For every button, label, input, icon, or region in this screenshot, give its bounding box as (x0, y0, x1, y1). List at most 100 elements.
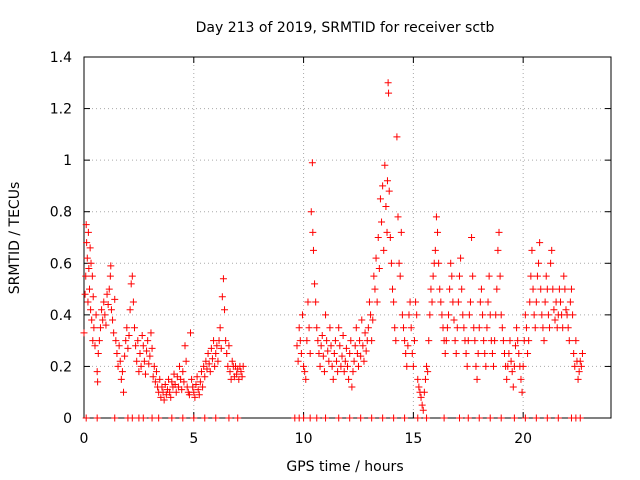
data-point (365, 298, 373, 306)
data-point (149, 373, 157, 381)
y-tick-label: 1.2 (50, 102, 72, 118)
data-point (541, 298, 549, 306)
data-point (160, 396, 168, 404)
data-point (135, 368, 143, 376)
data-point (432, 213, 440, 221)
data-point (510, 414, 518, 422)
data-point (133, 357, 141, 365)
data-point (522, 324, 530, 332)
data-point (300, 362, 308, 370)
data-point (124, 344, 132, 352)
data-point (566, 298, 574, 306)
data-point (525, 337, 533, 345)
data-point (107, 306, 115, 314)
data-point (414, 414, 422, 422)
data-point (103, 290, 111, 298)
data-point (192, 380, 200, 388)
data-point (378, 218, 386, 226)
data-point (114, 362, 122, 370)
data-point (561, 285, 569, 293)
data-point (539, 324, 547, 332)
data-point (576, 414, 584, 422)
data-point (370, 272, 378, 280)
data-point (339, 331, 347, 339)
data-point (390, 414, 398, 422)
data-point (468, 234, 476, 241)
data-point (193, 373, 201, 381)
data-point (80, 329, 88, 337)
data-point (547, 259, 555, 267)
data-point (316, 362, 324, 370)
data-point (85, 285, 93, 293)
x-tick-label: 15 (404, 431, 422, 447)
data-point (87, 259, 95, 267)
data-point (105, 285, 113, 293)
data-point (414, 375, 422, 383)
data-point (474, 350, 482, 358)
data-point (393, 133, 401, 141)
data-point (476, 298, 484, 306)
data-point (300, 414, 308, 422)
data-point (483, 324, 491, 332)
data-point (211, 362, 219, 370)
data-point (464, 337, 472, 345)
data-point (401, 414, 409, 422)
data-point (313, 414, 321, 422)
data-point (396, 272, 404, 280)
data-point (455, 414, 463, 422)
data-point (148, 414, 156, 422)
data-point (89, 293, 97, 301)
data-point (110, 329, 118, 337)
data-point (410, 337, 418, 345)
data-point (389, 285, 397, 293)
data-point (497, 311, 505, 319)
data-point (556, 298, 564, 306)
data-point (415, 383, 423, 391)
data-point (364, 324, 372, 332)
data-point (464, 414, 472, 422)
data-point (93, 368, 101, 376)
data-point (404, 342, 412, 350)
data-point (172, 388, 180, 396)
data-point (344, 362, 351, 370)
data-point (517, 375, 525, 383)
data-point (348, 383, 356, 391)
data-point (311, 280, 319, 288)
data-point (564, 324, 572, 332)
data-point (345, 375, 353, 383)
data-point (379, 414, 387, 422)
data-point (199, 383, 207, 391)
data-point (385, 89, 393, 97)
data-point (136, 350, 144, 358)
data-point (356, 337, 364, 345)
data-point (122, 337, 130, 345)
chart-title: Day 213 of 2019, SRMTID for receiver sct… (196, 20, 495, 36)
data-point (347, 337, 355, 345)
data-point (458, 285, 466, 293)
data-point (572, 337, 580, 345)
data-point (150, 362, 158, 370)
data-point (92, 311, 100, 319)
data-point (99, 316, 107, 324)
data-point (294, 357, 302, 365)
data-point (317, 342, 325, 350)
data-point (421, 375, 429, 383)
data-point (126, 306, 134, 314)
data-point (567, 285, 575, 293)
grid-lines (84, 57, 611, 418)
data-point (303, 337, 311, 345)
data-point (451, 337, 459, 345)
data-point (112, 337, 120, 345)
data-point (427, 285, 435, 293)
data-point (346, 350, 354, 358)
data-point (418, 401, 426, 409)
data-point (519, 362, 527, 370)
data-point (156, 375, 164, 383)
data-point (529, 285, 537, 293)
data-point (505, 350, 513, 358)
data-point (82, 272, 90, 280)
data-point (482, 362, 490, 370)
data-point (575, 368, 583, 376)
data-point (571, 362, 579, 370)
data-point (434, 228, 442, 236)
